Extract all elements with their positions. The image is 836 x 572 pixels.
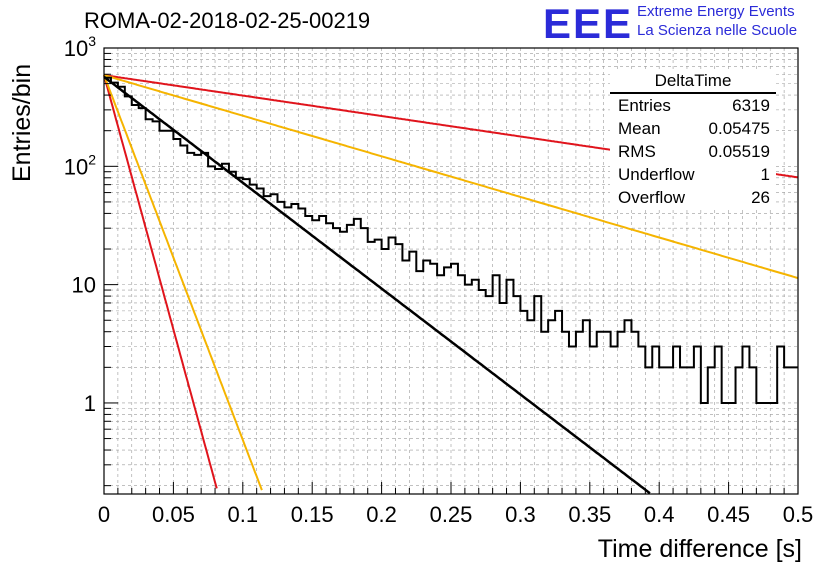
logo-line-1: Extreme Energy Events (637, 3, 795, 20)
stats-label: Mean (618, 119, 661, 138)
stats-value: 6319 (732, 96, 770, 115)
x-tick-label: 0.05 (152, 502, 195, 527)
x-tick-label: 0.15 (291, 502, 334, 527)
stats-row: RMS 0.05519 (610, 140, 776, 163)
y-tick-exponent: 2 (88, 151, 96, 167)
stats-row: Mean 0.05475 (610, 117, 776, 140)
x-axis-label: Time difference [s] (597, 535, 802, 563)
stats-label: RMS (618, 142, 656, 161)
x-tick-label: 0.1 (228, 502, 259, 527)
stats-label: Entries (618, 96, 671, 115)
x-tick-label: 0 (98, 502, 110, 527)
y-tick-label: 1 (84, 391, 96, 416)
eee-logo: EEE (543, 0, 634, 47)
x-tick-label: 0.3 (505, 502, 536, 527)
y-tick-exponent: 3 (88, 33, 96, 49)
orange-reference-curve (103, 74, 799, 280)
stats-label: Overflow (618, 188, 686, 207)
x-tick-label: 0.2 (366, 502, 397, 527)
stats-row: Underflow 1 (610, 163, 776, 186)
axes-ticks: 0 0.05 0.1 0.15 0.2 0.25 0.3 0.35 0.4 0.45 0.5 1 10 1… (64, 33, 814, 527)
y-tick-label: 102 (64, 151, 96, 179)
stats-box: DeltaTime Entries 6319 Mean 0.05475 RMS 0.055… (610, 70, 776, 209)
logo-line-2: La Scienza nelle Scuole (637, 22, 798, 39)
stats-row: Overflow 26 (610, 186, 776, 209)
x-tick-label: 0.4 (644, 502, 675, 527)
stats-value: 26 (751, 188, 770, 207)
x-tick-label: 0.45 (707, 502, 750, 527)
stats-value: 0.05519 (708, 142, 770, 161)
plot-title: ROMA-02-2018-02-25-00219 (84, 8, 371, 33)
logo-caption: Extreme Energy Events La Scienza nelle S… (637, 2, 797, 40)
x-tick-label: 0.35 (568, 502, 611, 527)
histogram-bars (104, 76, 798, 404)
x-tick-label: 0.25 (430, 502, 473, 527)
stats-value: 0.05475 (708, 119, 770, 138)
fit-curve (103, 75, 651, 495)
stats-label: Underflow (618, 165, 695, 184)
y-tick-label: 103 (64, 33, 96, 61)
x-tick-label: 0.5 (783, 502, 814, 527)
stats-box-title: DeltaTime (610, 70, 776, 94)
orange-reference-curve (103, 74, 263, 491)
stats-value: 1 (760, 165, 770, 184)
y-tick-label: 10 (72, 273, 96, 298)
stats-row: Entries 6319 (610, 94, 776, 117)
red-reference-curve (103, 74, 218, 489)
y-axis-label: Entries/bin (8, 63, 36, 182)
